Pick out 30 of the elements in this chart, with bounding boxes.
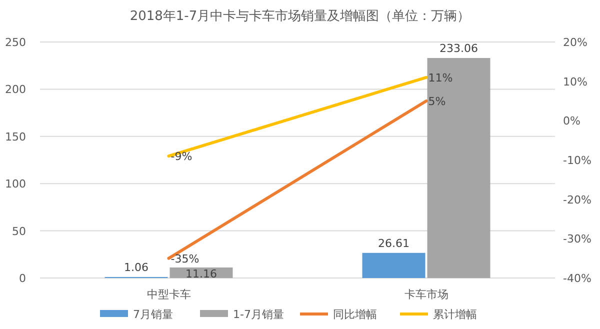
y-tick-label: 100 [5,178,26,191]
y2-tick-label: -30% [563,232,592,246]
legend-label: 同比增幅 [333,308,377,321]
x-tick-label: 卡车市场 [404,288,448,301]
legend-label: 7月销量 [133,308,173,321]
data-label: 1.06 [124,261,148,274]
data-label: 233.06 [440,42,478,55]
bar [427,58,490,278]
x-tick-label: 中型卡车 [146,288,191,301]
y-tick-label: 250 [5,36,26,49]
y-tick-label: 150 [5,130,26,144]
y2-tick-label: -20% [563,193,592,206]
y-tick-label: 200 [5,83,26,96]
y2-tick-label: -40% [563,272,592,285]
bar [362,252,426,278]
y-tick-label: 50 [12,224,26,238]
y2-tick-label: -10% [563,154,592,167]
data-label: 11.16 [186,267,217,280]
data-label: -35% [170,252,200,266]
data-label: 5% [428,95,446,108]
y2-tick-label: 10% [563,75,588,88]
data-label: -9% [170,150,192,164]
legend-label: 累计增幅 [433,308,477,321]
legend-label: 1-7月销量 [233,308,284,321]
y-tick-label: 0 [19,272,26,285]
chart-title: 2018年1-7月中卡与卡车市场销量及增幅图（单位：万辆） [130,9,470,24]
data-label: 11% [428,71,453,84]
data-label: 26.61 [378,236,410,250]
y2-tick-label: 20% [563,36,588,49]
y2-tick-label: 0% [563,114,580,128]
